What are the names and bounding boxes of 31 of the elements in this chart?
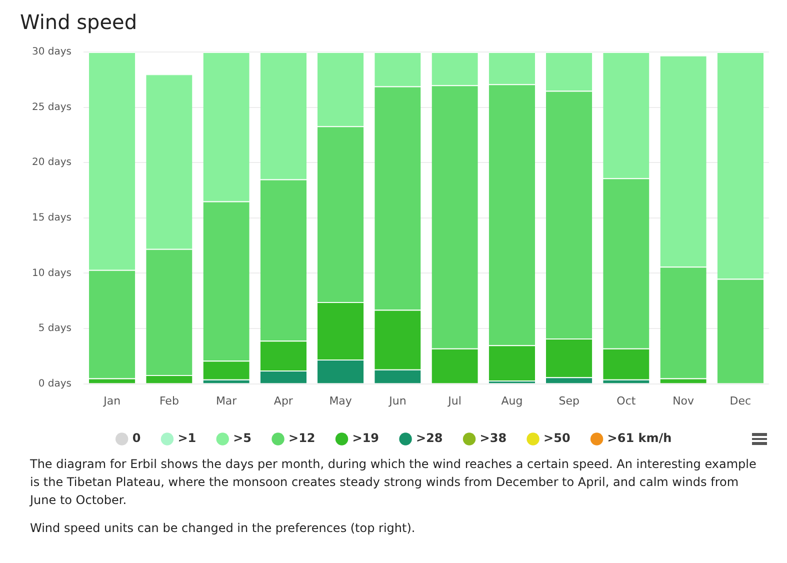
x-tick-label: May	[329, 394, 352, 408]
y-tick-label: 15 days	[32, 212, 72, 224]
x-tick-label: Oct	[616, 394, 636, 408]
legend-label: >28	[416, 431, 443, 446]
legend-label: >50	[544, 431, 570, 446]
legend-label: >12	[288, 431, 316, 446]
y-tick-label: 25 days	[32, 102, 72, 113]
y-tick-label: 30 days	[32, 46, 72, 58]
legend-label: >61 km/h	[607, 431, 672, 446]
y-tick-label: 5 days	[38, 323, 72, 334]
x-tick-label: Feb	[159, 394, 179, 408]
legend-label: >1	[178, 431, 196, 446]
x-tick-label: Nov	[672, 394, 695, 408]
y-tick-label: 10 days	[32, 268, 72, 279]
x-tick-label: Mar	[216, 394, 238, 408]
chart-title: Wind speed	[20, 10, 138, 34]
legend-label: >19	[352, 431, 380, 446]
x-tick-label: Sep	[558, 394, 580, 408]
y-tick-label: 0 days	[38, 378, 72, 390]
text: Wind speed units can be changed in the preferences (top right).	[30, 520, 416, 537]
text: The diagram for Erbil shows the days per month, during which the wind reaches a certain speed. An interesting example is the Tibetan Plateau, where the monsoon creates steady strong winds from December to April, and calm winds from June to October.	[30, 456, 757, 509]
x-tick-label: Apr	[274, 394, 294, 408]
legend-label: 0	[132, 431, 141, 446]
x-tick-label: Jan	[102, 394, 121, 408]
legend-label: >5	[233, 431, 252, 446]
x-tick-label: Jul	[447, 394, 462, 408]
x-tick-label: Aug	[501, 394, 523, 408]
legend-label: >38	[480, 431, 507, 446]
x-tick-label: Dec	[730, 394, 752, 408]
y-tick-label: 20 days	[32, 157, 72, 168]
x-tick-label: Jun	[388, 394, 406, 408]
